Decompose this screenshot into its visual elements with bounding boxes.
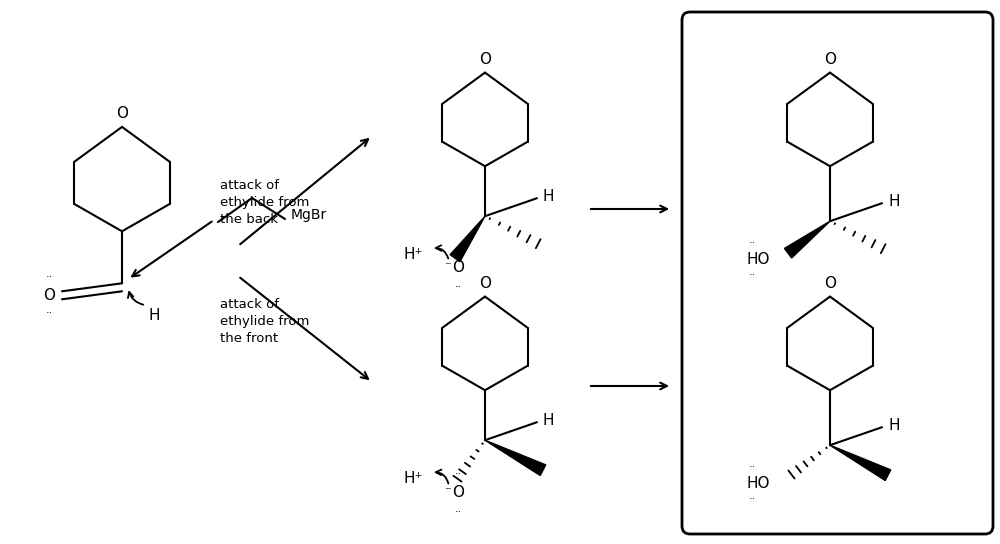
Text: ··: ·· [454, 282, 462, 292]
Text: ··: ·· [748, 494, 756, 504]
Text: ⁻: ⁻ [444, 261, 451, 274]
Text: HO: HO [747, 252, 770, 267]
Text: H: H [148, 308, 160, 323]
Text: attack of
ethylide from
the back: attack of ethylide from the back [220, 178, 309, 226]
Text: O: O [452, 485, 464, 500]
Polygon shape [485, 440, 546, 475]
Text: O: O [479, 276, 491, 290]
Text: ··: ·· [45, 308, 53, 318]
Text: ··: ·· [748, 462, 756, 472]
Polygon shape [450, 216, 485, 262]
Text: H⁺: H⁺ [403, 246, 423, 262]
Text: O: O [43, 288, 55, 303]
Text: O: O [452, 259, 464, 275]
Text: H: H [543, 413, 554, 428]
Text: H: H [888, 194, 900, 209]
Text: attack of
ethylide from
the front: attack of ethylide from the front [220, 299, 309, 345]
Text: H: H [543, 189, 554, 203]
Text: ··: ·· [748, 238, 756, 248]
Text: ··: ·· [748, 270, 756, 280]
Text: H: H [888, 418, 900, 432]
Text: O: O [824, 276, 836, 290]
Text: ⁻: ⁻ [444, 486, 451, 499]
Text: O: O [116, 106, 128, 121]
Text: O: O [479, 52, 491, 66]
Text: HO: HO [747, 475, 770, 491]
Polygon shape [784, 221, 830, 258]
Text: ··: ·· [454, 244, 462, 254]
Text: MgBr: MgBr [291, 208, 327, 222]
Text: ··: ·· [454, 469, 462, 479]
Text: ··: ·· [45, 273, 53, 282]
Text: H⁺: H⁺ [403, 471, 423, 486]
FancyBboxPatch shape [682, 12, 993, 534]
Polygon shape [830, 445, 891, 480]
Text: ··: ·· [454, 507, 462, 517]
Text: O: O [824, 52, 836, 66]
